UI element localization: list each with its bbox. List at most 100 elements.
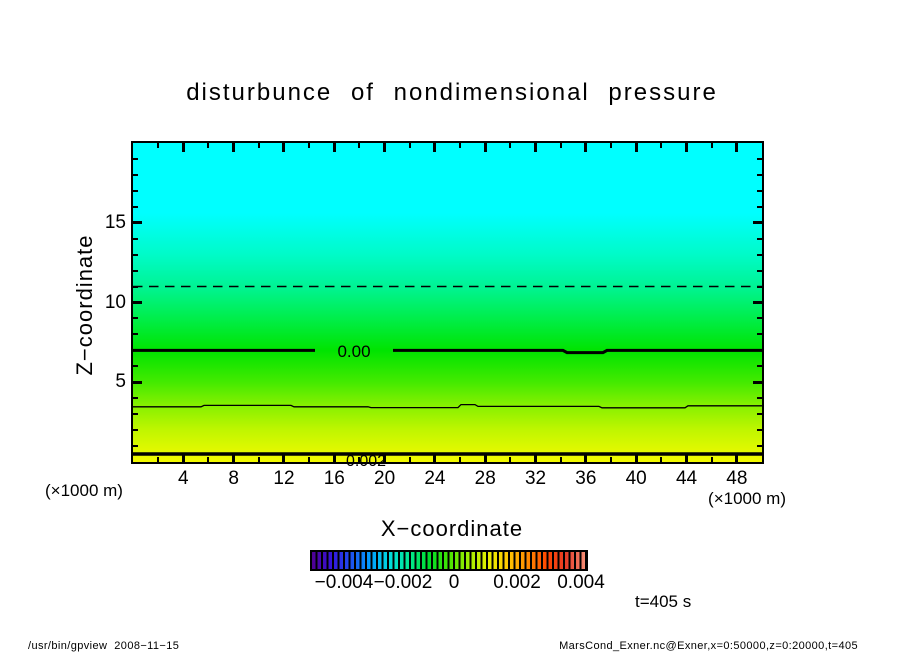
x-tick-minor — [660, 143, 663, 148]
y-tick-minor — [133, 349, 138, 352]
y-tick-minor — [133, 413, 138, 416]
x-tick-minor — [358, 143, 361, 148]
x-tick-label: 24 — [424, 468, 446, 489]
x-tick-minor — [559, 143, 562, 148]
x-tick-minor — [207, 457, 210, 462]
x-tick-label: 40 — [625, 468, 647, 489]
y-tick-minor — [757, 285, 762, 288]
y-tick-minor — [757, 173, 762, 176]
x-tick-minor — [459, 143, 462, 148]
x-tick-label: 16 — [323, 468, 345, 489]
x-tick-minor — [207, 143, 210, 148]
colorbar-label: 0.002 — [493, 572, 541, 593]
colorbar-label: −0.002 — [373, 572, 433, 593]
x-tick-minor — [509, 143, 512, 148]
y-tick-minor — [133, 285, 138, 288]
y-tick-minor — [757, 189, 762, 192]
x-tick-major — [282, 453, 286, 462]
x-tick-minor — [157, 457, 160, 462]
colorbar-label: −0.004 — [314, 572, 374, 593]
y-tick-minor — [757, 429, 762, 432]
x-axis-label: X−coordinate — [380, 516, 524, 541]
y-tick-minor — [757, 253, 762, 256]
contour-label-0002: 0.002 — [345, 453, 387, 470]
y-tick-minor — [757, 237, 762, 240]
x-tick-minor — [408, 143, 411, 148]
x-tick-label: 28 — [474, 468, 496, 489]
y-tick-major — [753, 221, 762, 225]
x-tick-major — [181, 453, 185, 462]
x-tick-minor — [308, 143, 311, 148]
x-tick-major — [483, 453, 487, 462]
x-tick-minor — [610, 143, 613, 148]
footer-data-source: MarsCond_Exner.nc@Exner,x=0:50000,z=0:20… — [559, 640, 858, 652]
x-tick-minor — [710, 457, 713, 462]
x-tick-major — [433, 143, 437, 152]
contour-label-zero: 0.00 — [337, 342, 370, 361]
x-tick-minor — [610, 457, 613, 462]
y-tick-minor — [757, 365, 762, 368]
y-tick-minor — [133, 189, 138, 192]
y-tick-minor — [757, 317, 762, 320]
time-annotation: t=405 s — [635, 592, 692, 611]
x-tick-major — [735, 453, 739, 462]
x-tick-minor — [257, 457, 260, 462]
y-tick-minor — [757, 157, 762, 160]
x-tick-major — [634, 453, 638, 462]
y-tick-major — [133, 221, 142, 225]
y-tick-minor — [133, 429, 138, 432]
y-tick-minor — [133, 365, 138, 368]
y-tick-minor — [757, 333, 762, 336]
y-tick-minor — [133, 157, 138, 160]
x-tick-label: 8 — [228, 468, 239, 489]
x-tick-minor — [710, 143, 713, 148]
x-tick-major — [332, 453, 336, 462]
y-tick-label: 15 — [104, 211, 126, 233]
y-axis-unit: (×1000 m) — [45, 481, 123, 500]
y-tick-minor — [757, 445, 762, 448]
y-tick-minor — [757, 269, 762, 272]
x-tick-major — [181, 143, 185, 152]
x-tick-major — [383, 453, 387, 462]
y-tick-minor — [133, 397, 138, 400]
plot-area: 0.00 0.002 4 8 12 16 20 24 28 32 36 40 44 48 5 10 15 — [105, 141, 764, 489]
x-tick-minor — [308, 457, 311, 462]
y-tick-label: 5 — [115, 371, 126, 393]
y-tick-minor — [133, 173, 138, 176]
x-tick-minor — [660, 457, 663, 462]
contour-line-zero — [133, 348, 762, 355]
colorbar-tick-separators — [312, 552, 586, 569]
y-tick-major — [133, 301, 142, 304]
y-tick-minor — [133, 445, 138, 448]
x-tick-label: 32 — [524, 468, 547, 489]
x-tick-major — [534, 143, 538, 152]
tone-fill-gradient — [133, 143, 762, 462]
y-tick-major — [133, 380, 142, 384]
x-tick-major — [282, 143, 286, 152]
chart-title: disturbunce of nondimensional pressure — [186, 79, 718, 106]
x-tick-major — [735, 143, 739, 152]
y-tick-minor — [133, 253, 138, 256]
x-tick-major — [634, 143, 638, 152]
y-tick-minor — [133, 317, 138, 320]
x-tick-major — [232, 453, 236, 462]
y-tick-minor — [133, 269, 138, 272]
x-tick-major — [534, 453, 538, 462]
x-tick-label: 44 — [675, 468, 698, 489]
y-tick-minor — [133, 205, 138, 208]
y-tick-label: 10 — [104, 291, 126, 313]
y-tick-minor — [133, 333, 138, 336]
footer-program-date: /usr/bin/gpview 2008−11−15 — [28, 640, 180, 652]
y-tick-minor — [757, 397, 762, 400]
colorbar-label: 0 — [448, 572, 460, 593]
x-tick-major — [433, 453, 437, 462]
colorbar-label: 0.004 — [557, 572, 605, 593]
y-tick-major — [753, 380, 762, 384]
contour-lines-layer: 0.00 — [133, 285, 762, 456]
x-tick-major — [483, 143, 487, 152]
x-tick-major — [383, 143, 387, 152]
x-tick-minor — [408, 457, 411, 462]
y-tick-minor — [133, 237, 138, 240]
x-tick-label: 12 — [273, 468, 295, 489]
